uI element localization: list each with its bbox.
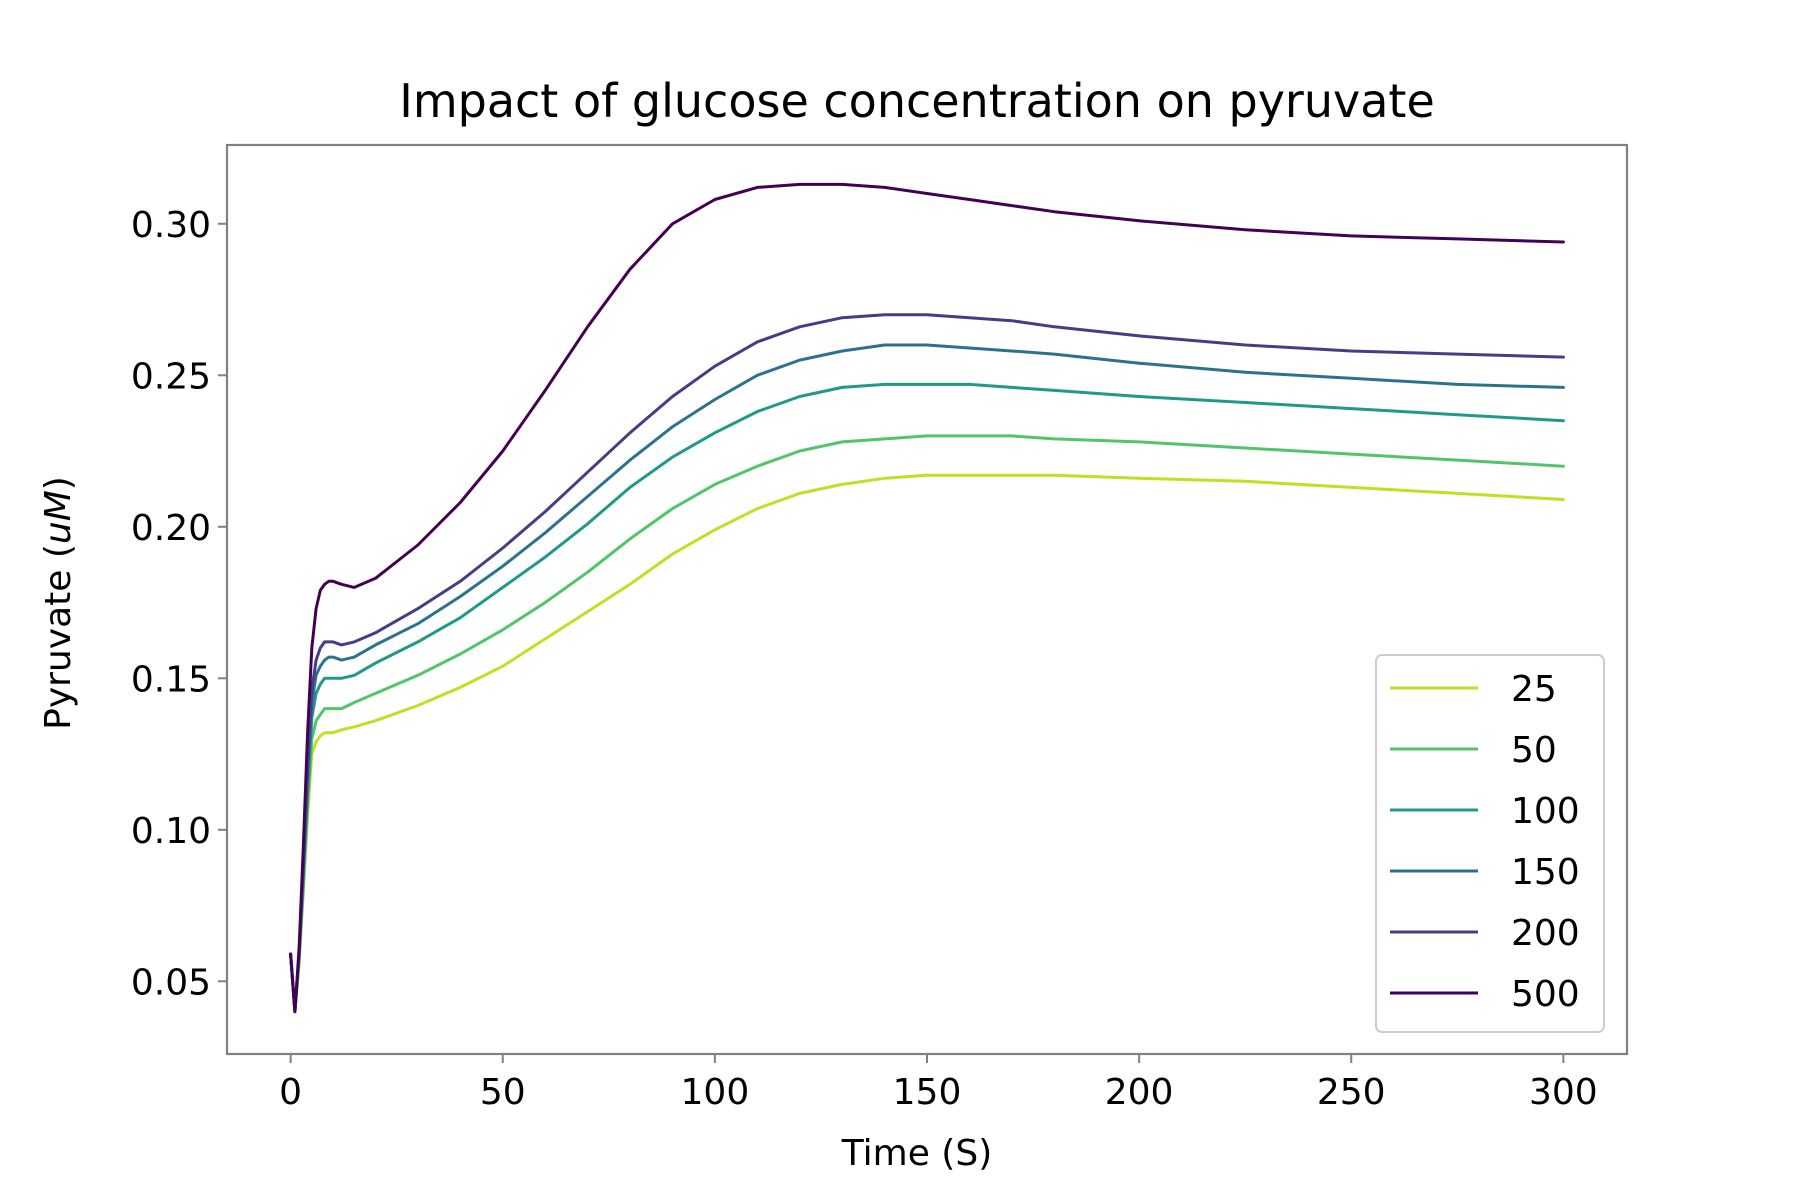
legend-label-100: 100 [1511,791,1580,832]
series-lines [289,182,1565,1014]
y-axis-label: Pyruvate (uM) [38,476,79,730]
y-tick-label-0.05: 0.05 [131,962,211,1003]
y-axis-label-suffix: ) [38,476,79,490]
legend-label-500: 500 [1511,974,1580,1015]
y-axis-label-prefix: Pyruvate ( [38,544,79,730]
legend-label-50: 50 [1511,730,1557,771]
chart-title: Impact of glucose concentration on pyruv… [399,74,1435,128]
x-tick-label-0: 0 [279,1072,302,1113]
x-tick-label-50: 50 [480,1072,526,1113]
series-line-150 [289,343,1565,1014]
series-line-25 [289,473,1565,1014]
y-tick-label-0.20: 0.20 [131,508,211,549]
x-tick-label-150: 150 [893,1072,962,1113]
y-tick-label-0.10: 0.10 [131,811,211,852]
x-axis-label: Time (S) [841,1133,993,1174]
x-tick-label-300: 300 [1529,1072,1598,1113]
series-line-500 [289,182,1565,1014]
y-tick-label-0.25: 0.25 [131,356,211,397]
series-line-200 [289,313,1565,1014]
series-line-50 [289,434,1565,1014]
y-tick-label-0.15: 0.15 [131,659,211,700]
legend-label-25: 25 [1511,669,1557,710]
x-tick-label-100: 100 [681,1072,750,1113]
y-tick-label-0.30: 0.30 [131,205,211,246]
legend-label-200: 200 [1511,913,1580,954]
axes: 0 50 100 150 200 250 300 0.05 0.10 0.15 0.20 0.25 0.… [131,143,1629,1113]
legend-label-150: 150 [1511,852,1580,893]
y-axis-label-unit: uM [38,490,79,544]
x-tick-label-250: 250 [1317,1072,1386,1113]
legend: 25 50 100 150 200 500 [1375,654,1605,1033]
x-tick-label-200: 200 [1105,1072,1174,1113]
series-line-100 [289,382,1565,1014]
